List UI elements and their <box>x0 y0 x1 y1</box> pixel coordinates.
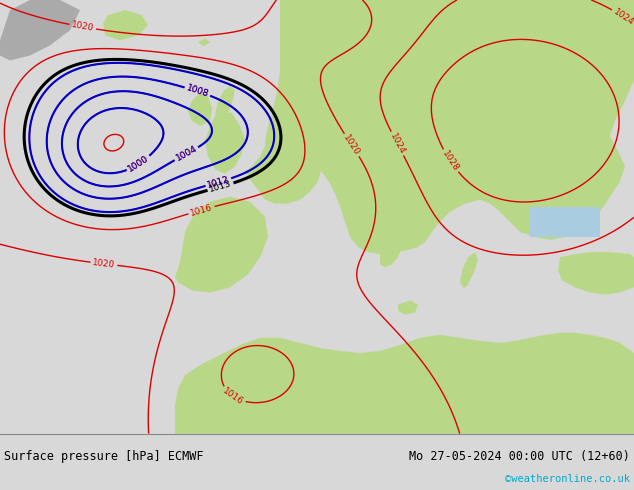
Text: 1016: 1016 <box>189 202 214 218</box>
Polygon shape <box>215 86 235 116</box>
Text: 1020: 1020 <box>92 258 116 270</box>
Polygon shape <box>558 252 634 294</box>
Text: 1000: 1000 <box>127 154 151 174</box>
Bar <box>530 207 600 237</box>
Text: 1013: 1013 <box>208 179 233 194</box>
Polygon shape <box>103 10 148 40</box>
Text: 1008: 1008 <box>185 83 210 99</box>
Text: ©weatheronline.co.uk: ©weatheronline.co.uk <box>505 474 630 484</box>
Text: 1000: 1000 <box>127 154 151 174</box>
Polygon shape <box>205 111 245 173</box>
Polygon shape <box>460 252 478 289</box>
Polygon shape <box>305 71 318 101</box>
Polygon shape <box>380 172 422 267</box>
Text: 1024: 1024 <box>388 131 406 156</box>
Polygon shape <box>380 239 390 256</box>
Text: 1012: 1012 <box>206 174 231 190</box>
Text: 1004: 1004 <box>174 144 198 163</box>
Text: Surface pressure [hPa] ECMWF: Surface pressure [hPa] ECMWF <box>4 450 204 464</box>
Text: Mo 27-05-2024 00:00 UTC (12+60): Mo 27-05-2024 00:00 UTC (12+60) <box>409 450 630 464</box>
Polygon shape <box>338 0 400 146</box>
Text: 1020: 1020 <box>70 21 94 33</box>
Polygon shape <box>175 333 634 434</box>
Text: 1024: 1024 <box>611 7 634 27</box>
Polygon shape <box>290 0 380 159</box>
Polygon shape <box>198 38 210 47</box>
Text: 1028: 1028 <box>440 149 460 173</box>
Text: 1012: 1012 <box>206 174 231 190</box>
Polygon shape <box>188 93 212 126</box>
Polygon shape <box>245 126 322 204</box>
Text: 1016: 1016 <box>221 386 245 407</box>
Polygon shape <box>398 300 418 315</box>
Text: 1008: 1008 <box>185 83 210 99</box>
Polygon shape <box>0 0 80 60</box>
Text: 1020: 1020 <box>342 133 361 157</box>
Polygon shape <box>382 217 393 239</box>
Polygon shape <box>265 0 634 254</box>
Polygon shape <box>175 196 268 293</box>
Text: 1004: 1004 <box>174 144 198 163</box>
